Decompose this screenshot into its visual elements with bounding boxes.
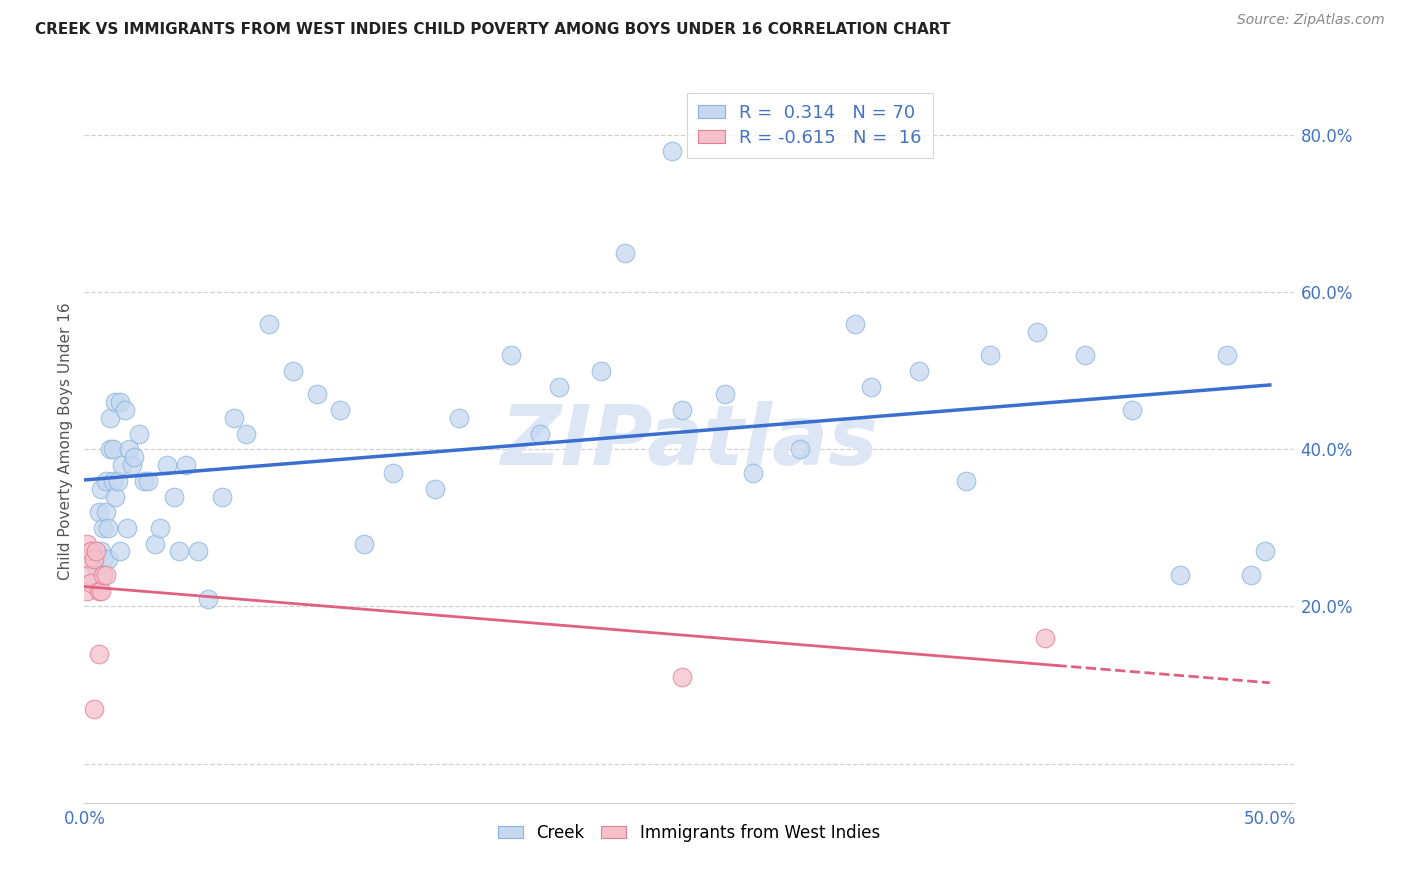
Point	[908, 364, 931, 378]
Point	[259, 317, 281, 331]
Point	[104, 395, 127, 409]
Point	[90, 583, 112, 598]
Point	[591, 364, 613, 378]
Point	[156, 458, 179, 472]
Point	[97, 552, 120, 566]
Point	[80, 575, 103, 590]
Point	[671, 403, 693, 417]
Point	[90, 482, 112, 496]
Point	[197, 591, 219, 606]
Point	[1033, 631, 1056, 645]
Point	[281, 364, 304, 378]
Point	[77, 568, 100, 582]
Point	[529, 426, 551, 441]
Point	[101, 442, 124, 457]
Point	[713, 387, 735, 401]
Point	[844, 317, 866, 331]
Point	[87, 647, 110, 661]
Point	[91, 568, 114, 582]
Point	[1121, 403, 1143, 417]
Point	[661, 144, 683, 158]
Text: Source: ZipAtlas.com: Source: ZipAtlas.com	[1237, 13, 1385, 28]
Point	[167, 544, 190, 558]
Point	[115, 521, 138, 535]
Point	[128, 426, 150, 441]
Point	[222, 411, 245, 425]
Point	[87, 505, 110, 519]
Point	[381, 466, 404, 480]
Point	[1216, 348, 1239, 362]
Point	[501, 348, 523, 362]
Point	[84, 560, 107, 574]
Point	[83, 701, 105, 715]
Point	[149, 521, 172, 535]
Point	[94, 568, 117, 582]
Point	[91, 521, 114, 535]
Point	[104, 490, 127, 504]
Legend: Creek, Immigrants from West Indies: Creek, Immigrants from West Indies	[491, 817, 887, 848]
Text: ZIPatlas: ZIPatlas	[501, 401, 877, 482]
Point	[132, 474, 155, 488]
Point	[108, 395, 131, 409]
Point	[121, 458, 143, 472]
Point	[84, 544, 107, 558]
Point	[91, 552, 114, 566]
Point	[100, 442, 122, 457]
Point	[235, 426, 257, 441]
Point	[111, 458, 134, 472]
Point	[860, 379, 883, 393]
Point	[1254, 544, 1277, 558]
Point	[94, 505, 117, 519]
Point	[97, 521, 120, 535]
Point	[90, 544, 112, 558]
Point	[425, 482, 447, 496]
Point	[101, 474, 124, 488]
Point	[742, 466, 765, 480]
Point	[329, 403, 352, 417]
Point	[145, 536, 167, 550]
Point	[83, 552, 105, 566]
Point	[789, 442, 811, 457]
Point	[138, 474, 160, 488]
Point	[108, 544, 131, 558]
Point	[1240, 568, 1263, 582]
Point	[211, 490, 233, 504]
Point	[80, 544, 103, 558]
Point	[77, 552, 100, 566]
Point	[187, 544, 209, 558]
Point	[979, 348, 1001, 362]
Point	[176, 458, 198, 472]
Point	[100, 411, 122, 425]
Point	[163, 490, 186, 504]
Point	[613, 246, 636, 260]
Point	[122, 450, 145, 465]
Point	[76, 583, 98, 598]
Point	[1026, 325, 1049, 339]
Point	[114, 403, 136, 417]
Text: CREEK VS IMMIGRANTS FROM WEST INDIES CHILD POVERTY AMONG BOYS UNDER 16 CORRELATI: CREEK VS IMMIGRANTS FROM WEST INDIES CHI…	[35, 22, 950, 37]
Point	[118, 442, 141, 457]
Point	[447, 411, 470, 425]
Y-axis label: Child Poverty Among Boys Under 16: Child Poverty Among Boys Under 16	[58, 302, 73, 581]
Point	[1074, 348, 1097, 362]
Point	[547, 379, 569, 393]
Point	[87, 583, 110, 598]
Point	[671, 670, 693, 684]
Point	[107, 474, 129, 488]
Point	[353, 536, 375, 550]
Point	[1168, 568, 1191, 582]
Point	[80, 544, 103, 558]
Point	[94, 474, 117, 488]
Point	[76, 536, 98, 550]
Point	[955, 474, 977, 488]
Point	[305, 387, 328, 401]
